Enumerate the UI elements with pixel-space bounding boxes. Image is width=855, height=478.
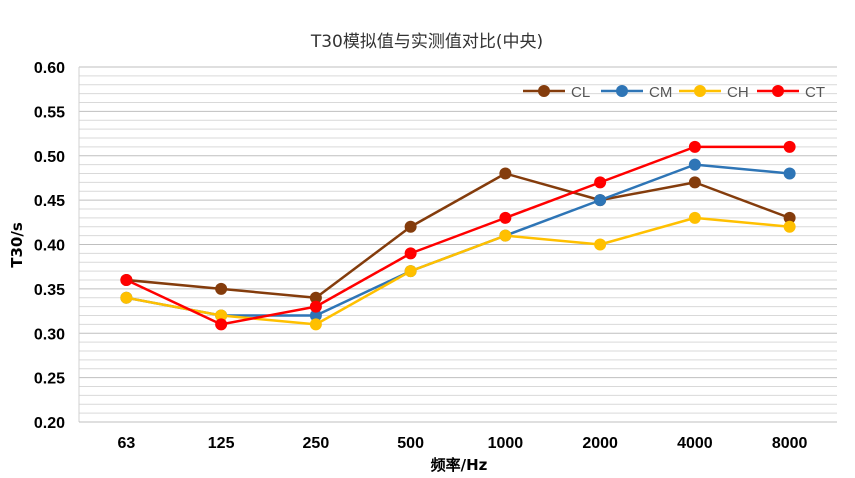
legend-label: CL [571,84,590,101]
data-point-CT [783,140,796,153]
legend-marker [538,85,550,97]
data-point-CL [215,282,228,295]
legend-marker [616,85,628,97]
data-point-CL [499,167,512,180]
legend: CL CM CH CT [523,84,825,101]
data-point-CT [120,274,133,286]
data-point-CM [594,194,607,207]
x-tick-label: 1000 [488,435,524,452]
y-tick-label: 0.35 [34,282,65,299]
data-point-CT [499,211,512,224]
series-CT [120,140,796,331]
legend-label: CH [727,84,749,101]
data-point-CT [309,300,322,313]
data-point-CH [404,265,417,278]
data-point-CT [594,176,607,189]
data-point-CH [309,318,322,331]
y-tick-label: 0.30 [34,326,65,343]
data-point-CL [309,291,322,304]
data-point-CL [783,211,796,224]
data-point-CH [783,220,796,233]
data-point-CH [120,291,133,304]
x-tick-label: 4000 [677,435,713,452]
legend-marker [772,85,784,97]
y-tick-label: 0.55 [34,104,65,121]
series-line-CM [126,163,790,317]
series-CH [120,211,796,331]
series-line-CH [126,216,790,326]
legend-item-CM: CM [601,84,672,101]
legend-item-CL: CL [523,84,590,101]
chart-title: T30模拟值与实测值对比(中央) [310,32,543,52]
series-line-CT [125,145,790,326]
y-tick-label: 0.50 [34,149,65,166]
legend-item-CT: CT [757,84,825,101]
data-point-CH [499,229,512,242]
y-tick-label: 0.60 [34,60,65,77]
x-tick-label: 250 [303,435,330,452]
y-tick-label: 0.20 [34,415,65,432]
y-tick-label: 0.45 [34,193,65,210]
data-point-CH [594,238,607,251]
x-axis-label: 频率/Hz [431,456,488,474]
x-tick-label: 125 [208,435,235,452]
series-line-CL [126,172,791,299]
x-tick-label: 63 [117,435,135,452]
data-point-CM [783,167,796,180]
data-point-CM [688,158,701,171]
legend-label: CT [805,84,825,101]
y-axis-ticks: 0.20 0.25 0.30 0.35 0.40 0.45 0.50 0.55 0.60 [34,60,65,432]
data-point-CH [688,211,701,224]
y-tick-label: 0.40 [34,238,65,255]
legend-item-CH: CH [679,84,749,101]
x-tick-label: 8000 [772,435,808,452]
y-tick-label: 0.25 [34,371,65,388]
data-point-CL [404,220,417,233]
x-tick-label: 2000 [582,435,618,452]
legend-marker [694,85,706,97]
series-lines [120,140,796,331]
data-point-CH [215,309,228,322]
data-point-CT [688,140,701,153]
legend-label: CM [649,84,672,101]
data-point-CM [309,309,322,322]
data-point-CT [404,247,417,260]
data-point-CT [215,318,228,331]
data-point-CL [688,176,701,189]
x-tick-label: 500 [397,435,424,452]
grid [78,66,837,423]
x-axis-ticks: 63 125 250 500 1000 2000 4000 8000 [117,435,807,452]
y-axis-label: T30/s [8,222,26,268]
